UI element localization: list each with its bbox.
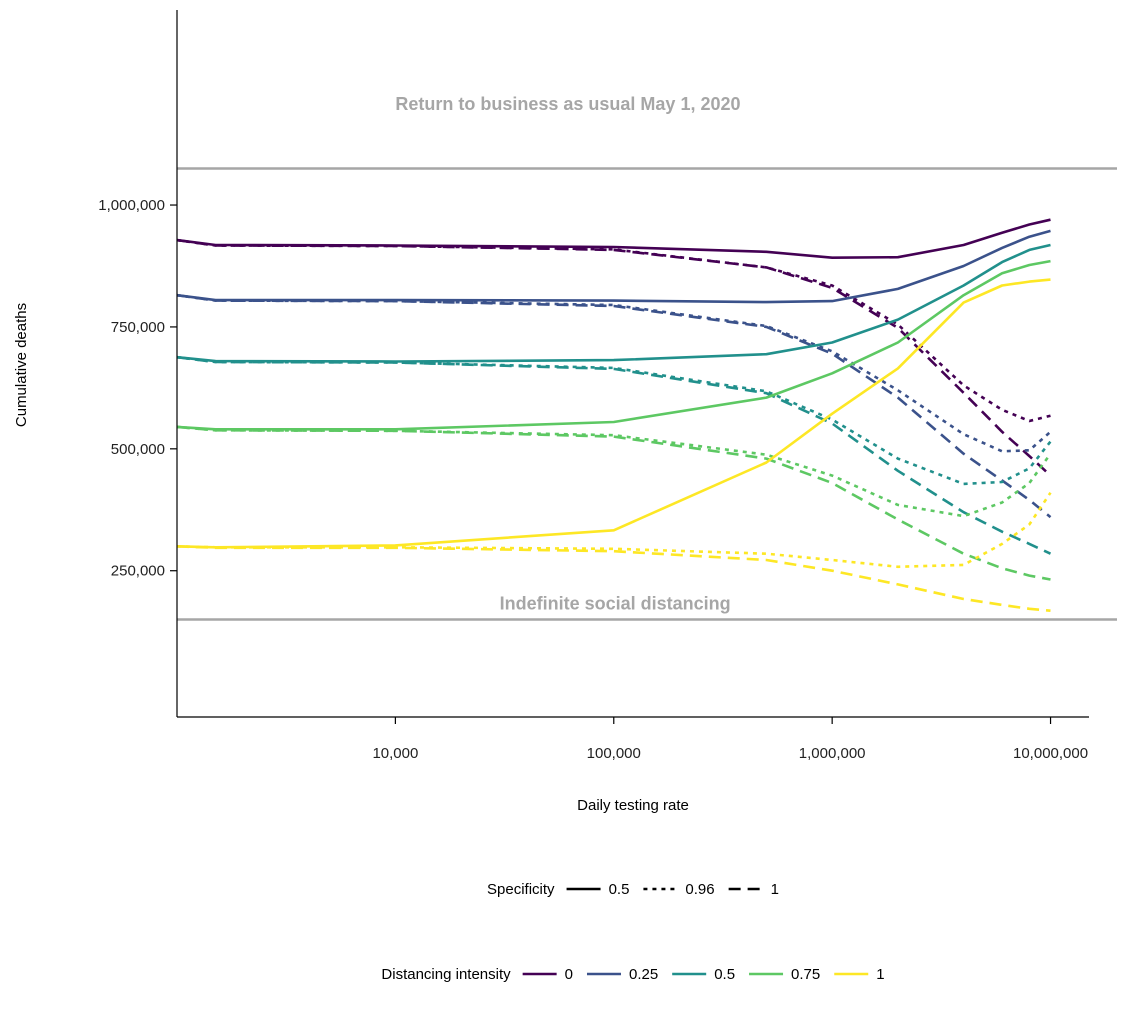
series-line-d1-s0.5 bbox=[176, 278, 1051, 549]
ticks: 10,000 100,000 1,000,000 10,000,000 250,000 5… bbox=[98, 197, 1088, 762]
series-lines bbox=[176, 218, 1052, 612]
reference-label-1: Indefinite social distancing bbox=[500, 594, 731, 614]
x-tick-label-2: 1,000,000 bbox=[799, 745, 866, 762]
series-line-d0.75-s0.96 bbox=[176, 425, 1052, 518]
legend-specificity: Specificity 0.5 0.96 1 bbox=[487, 881, 779, 898]
y-tick-label-2: 750,000 bbox=[111, 319, 165, 336]
y-tick-label-0: 250,000 bbox=[111, 563, 165, 580]
legend-distancing: Distancing intensity 0 0.25 0.5 0.75 1 bbox=[381, 966, 884, 983]
series-line-d1-s1 bbox=[176, 545, 1051, 612]
legend-specificity-label-2: 1 bbox=[771, 881, 779, 898]
axes bbox=[176, 10, 1089, 718]
x-tick-label-1: 100,000 bbox=[587, 745, 641, 762]
x-axis-title: Daily testing rate bbox=[577, 797, 689, 814]
y-tick-label-1: 500,000 bbox=[111, 441, 165, 458]
legend-distancing-label-3: 0.75 bbox=[791, 966, 820, 983]
legend-distancing-label-4: 1 bbox=[876, 966, 884, 983]
series-line-d0.25-s0.5 bbox=[176, 229, 1051, 304]
reference-label-0: Return to business as usual May 1, 2020 bbox=[395, 94, 740, 114]
series-line-d0.5-s0.5 bbox=[176, 243, 1051, 363]
reference-lines: Return to business as usual May 1, 2020 I… bbox=[177, 94, 1117, 621]
legend-specificity-title: Specificity bbox=[487, 881, 555, 898]
series-line-d0-s0.5 bbox=[176, 218, 1051, 260]
series-line-d0.5-s0.96 bbox=[176, 355, 1052, 486]
legend-distancing-label-2: 0.5 bbox=[714, 966, 735, 983]
series-line-d0.25-s1 bbox=[176, 293, 1052, 519]
legend-specificity-label-0: 0.5 bbox=[609, 881, 630, 898]
legend-distancing-label-0: 0 bbox=[565, 966, 573, 983]
legend-distancing-label-1: 0.25 bbox=[629, 966, 658, 983]
series-line-d0.75-s1 bbox=[176, 425, 1051, 581]
series-line-d0-s1 bbox=[176, 238, 1052, 477]
x-tick-label-0: 10,000 bbox=[372, 745, 418, 762]
x-tick-label-3: 10,000,000 bbox=[1013, 745, 1088, 762]
series-line-d0.25-s0.96 bbox=[176, 293, 1052, 453]
y-axis-title: Cumulative deaths bbox=[13, 303, 30, 427]
series-line-d0.5-s1 bbox=[176, 355, 1052, 555]
legend-distancing-title: Distancing intensity bbox=[381, 966, 511, 983]
series-line-d0.75-s0.5 bbox=[176, 259, 1051, 431]
y-tick-label-3: 1,000,000 bbox=[98, 197, 165, 214]
series-line-d0-s0.96 bbox=[176, 238, 1051, 423]
legend-specificity-label-1: 0.96 bbox=[685, 881, 714, 898]
